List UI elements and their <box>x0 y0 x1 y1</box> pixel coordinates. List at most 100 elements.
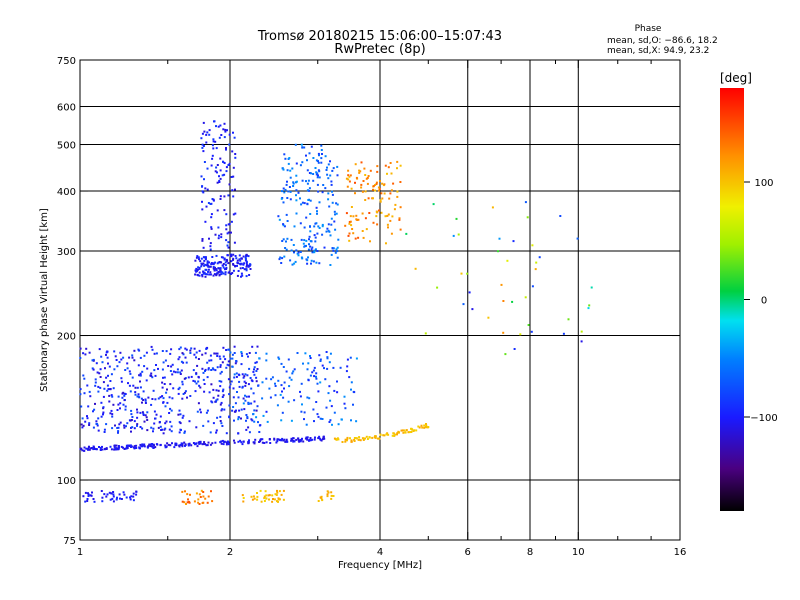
data-point <box>86 498 89 500</box>
data-point <box>225 213 228 216</box>
data-point <box>364 190 367 193</box>
data-point <box>204 263 207 266</box>
data-point <box>225 268 228 270</box>
data-point <box>374 436 377 439</box>
data-point <box>107 374 109 377</box>
data-point <box>425 426 428 429</box>
data-point <box>220 273 223 276</box>
data-point <box>231 353 234 356</box>
data-point <box>362 236 365 239</box>
data-point <box>336 437 339 440</box>
data-point <box>328 421 331 423</box>
data-point <box>177 392 180 395</box>
data-point <box>379 180 381 182</box>
data-point <box>319 360 322 362</box>
data-point <box>202 270 205 273</box>
data-point <box>391 215 394 218</box>
data-point <box>315 372 318 375</box>
data-point <box>262 414 265 417</box>
data-point <box>273 498 276 501</box>
data-point <box>106 350 109 353</box>
data-point <box>201 502 204 504</box>
data-point <box>377 189 380 192</box>
data-point <box>125 447 128 450</box>
data-point <box>178 445 181 448</box>
data-point <box>425 424 428 427</box>
data-point <box>252 370 255 373</box>
data-point <box>284 188 287 191</box>
data-point <box>212 388 215 391</box>
data-point <box>82 374 85 377</box>
data-point <box>145 379 148 382</box>
data-point <box>255 380 258 383</box>
data-point <box>101 496 104 499</box>
data-point <box>221 396 224 398</box>
data-point <box>394 203 397 206</box>
data-point <box>386 214 389 217</box>
data-point <box>332 249 335 252</box>
data-point <box>466 272 469 275</box>
data-point <box>309 357 312 359</box>
data-point <box>254 438 257 441</box>
data-point <box>327 198 330 201</box>
data-point <box>214 400 217 403</box>
data-point <box>286 220 289 222</box>
data-point <box>312 408 315 411</box>
data-point <box>230 255 233 258</box>
data-point <box>220 380 223 383</box>
data-point <box>113 368 116 371</box>
data-point <box>405 232 408 235</box>
data-point <box>211 500 214 503</box>
data-point <box>253 441 256 444</box>
data-point <box>238 380 241 383</box>
data-point <box>263 442 266 444</box>
data-point <box>163 428 166 431</box>
data-point <box>219 364 222 367</box>
data-point <box>255 409 258 412</box>
data-point <box>141 445 144 448</box>
data-point <box>92 498 95 500</box>
data-point <box>308 238 310 241</box>
data-point <box>129 498 132 501</box>
data-point <box>180 442 183 445</box>
data-point <box>319 496 322 499</box>
scatter-points <box>79 120 593 505</box>
data-point <box>102 413 104 416</box>
data-point <box>79 388 82 391</box>
data-point <box>317 415 320 418</box>
data-point <box>161 381 164 384</box>
data-point <box>281 437 284 440</box>
data-point <box>218 234 220 237</box>
data-point <box>244 384 247 387</box>
data-point <box>245 419 247 422</box>
data-point <box>321 223 324 226</box>
data-point <box>285 240 287 243</box>
data-point <box>383 192 386 195</box>
data-point <box>111 427 114 430</box>
data-point <box>141 401 143 404</box>
data-point <box>346 358 349 361</box>
data-point <box>350 440 353 443</box>
data-point <box>292 370 295 373</box>
data-point <box>164 427 167 430</box>
data-point <box>97 385 100 388</box>
data-point <box>177 358 180 361</box>
data-point <box>88 422 91 425</box>
data-point <box>155 352 158 355</box>
data-point <box>318 435 321 438</box>
data-point <box>590 286 593 289</box>
data-point <box>258 441 261 443</box>
data-point <box>85 447 88 450</box>
data-point <box>292 181 295 184</box>
data-point <box>138 374 141 377</box>
data-point <box>232 406 235 408</box>
data-point <box>289 169 292 172</box>
data-point <box>234 410 237 413</box>
data-point <box>212 422 215 425</box>
data-point <box>325 406 328 409</box>
data-point <box>303 202 306 205</box>
data-point <box>313 438 316 441</box>
data-point <box>228 416 231 419</box>
data-point <box>147 396 150 399</box>
data-point <box>220 422 223 425</box>
